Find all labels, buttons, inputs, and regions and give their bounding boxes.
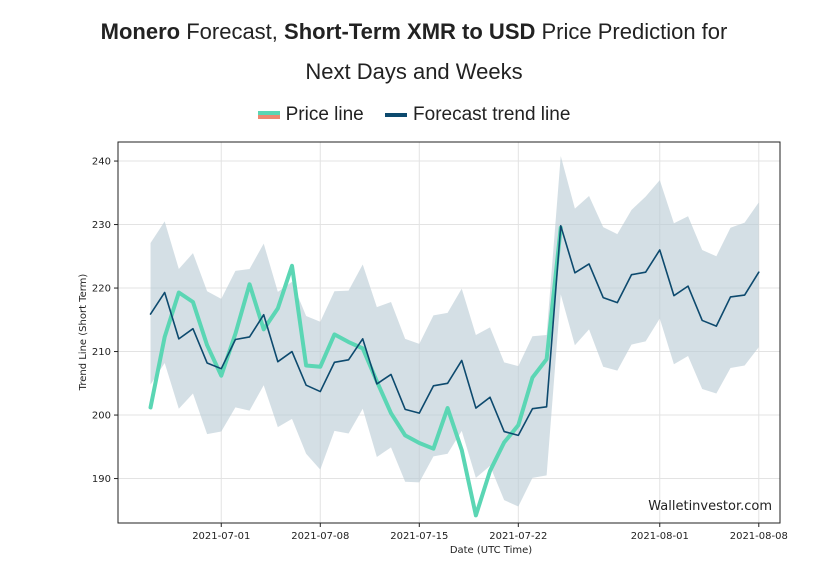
watermark: Walletinvestor.com	[648, 499, 772, 514]
x-tick-label: 2021-07-08	[291, 531, 349, 542]
y-tick-label: 230	[92, 220, 111, 231]
x-tick-label: 2021-07-15	[390, 531, 448, 542]
x-tick-label: 2021-07-01	[192, 531, 250, 542]
x-tick-label: 2021-07-22	[489, 531, 547, 542]
y-axis-label: Trend Line (Short Term)	[78, 274, 89, 392]
y-tick-label: 220	[92, 284, 111, 295]
chart-area: 190 200 210 220 230 240 2021-07-01 2021-07-08 20…	[0, 0, 828, 565]
forecast-range-band	[151, 156, 759, 507]
x-tick-label: 2021-08-08	[730, 531, 788, 542]
x-axis-label: Date (UTC Time)	[450, 545, 532, 556]
y-tick-label: 200	[92, 411, 111, 422]
y-tick-label: 190	[92, 474, 111, 485]
forecast-band	[151, 156, 759, 507]
x-tick-label: 2021-08-01	[631, 531, 689, 542]
y-tick-label: 240	[92, 157, 111, 168]
y-tick-label: 210	[92, 347, 111, 358]
